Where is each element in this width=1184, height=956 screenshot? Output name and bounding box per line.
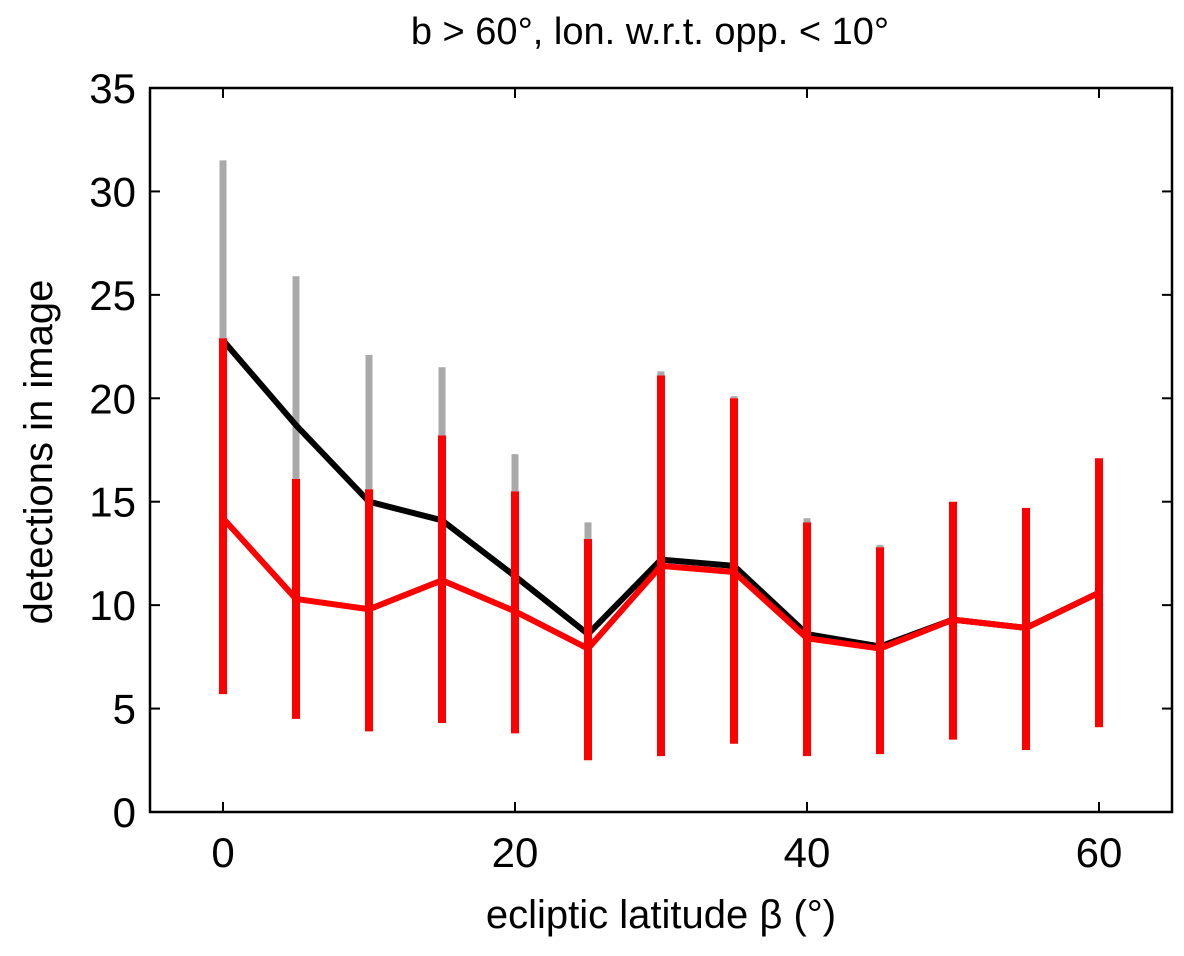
y-tick-label: 25 <box>89 272 136 319</box>
x-tick-label: 20 <box>492 829 539 876</box>
y-tick-label: 35 <box>89 65 136 112</box>
y-tick-label: 10 <box>89 582 136 629</box>
x-tick-label: 60 <box>1076 829 1123 876</box>
axes-frame <box>148 86 1174 814</box>
y-tick-label: 0 <box>113 789 136 836</box>
chart-title: b > 60°, lon. w.r.t. opp. < 10° <box>411 11 889 53</box>
x-axis-label: ecliptic latitude β (°) <box>486 893 836 937</box>
x-tick-label: 40 <box>784 829 831 876</box>
y-tick-label: 30 <box>89 168 136 215</box>
y-axis-label: detections in image <box>17 280 61 625</box>
x-tick-label: 0 <box>211 829 234 876</box>
plot-area <box>219 160 1103 761</box>
y-tick-label: 20 <box>89 375 136 422</box>
series-line-filtered <box>220 516 1101 652</box>
y-tick-label: 5 <box>113 686 136 733</box>
y-tick-label: 15 <box>89 479 136 526</box>
